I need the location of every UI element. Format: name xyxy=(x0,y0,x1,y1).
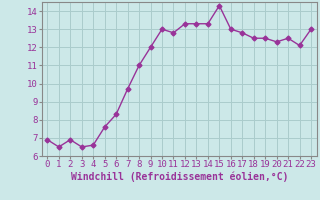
X-axis label: Windchill (Refroidissement éolien,°C): Windchill (Refroidissement éolien,°C) xyxy=(70,172,288,182)
